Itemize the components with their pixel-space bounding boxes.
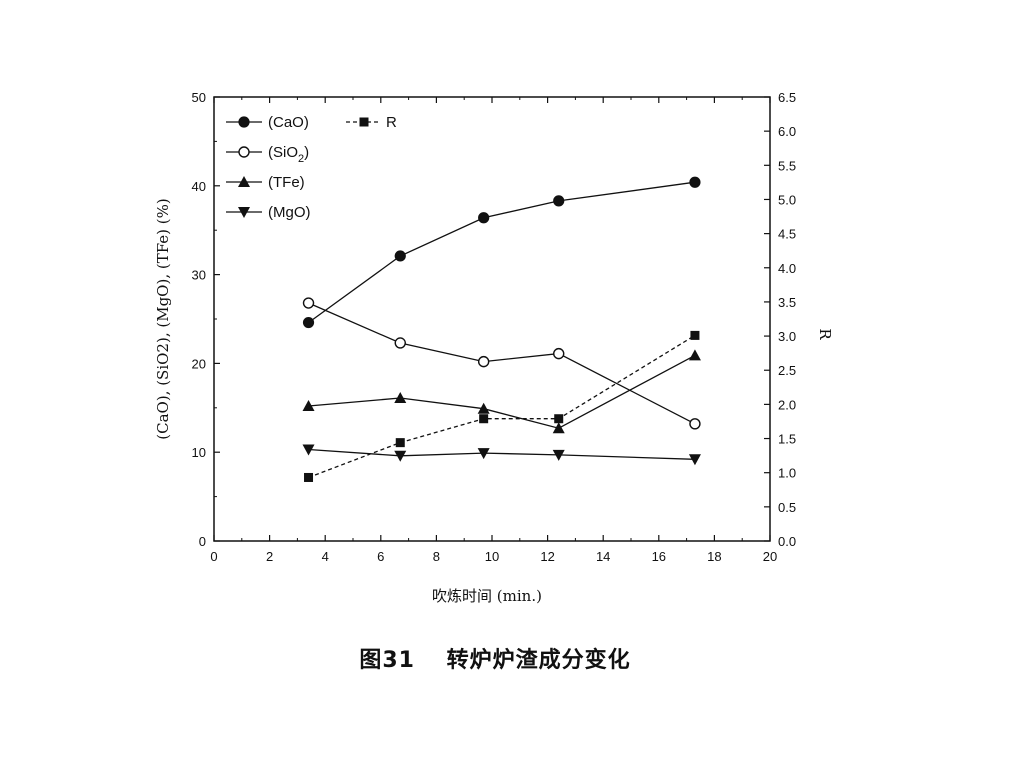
data-point-r [395, 438, 405, 448]
legend-marker [238, 146, 250, 158]
x-tick-label: 8 [433, 549, 440, 564]
data-point-mgo [688, 454, 701, 466]
data-point-tfe [477, 402, 490, 414]
x-tick-label: 2 [266, 549, 273, 564]
data-point-sio2 [302, 297, 315, 309]
series-line-cao [308, 181, 695, 324]
data-point-cao [553, 195, 565, 207]
data-point-sio2 [689, 418, 701, 430]
x-tick-label: 20 [763, 549, 777, 564]
series-line-mgo [308, 448, 695, 460]
y-left-tick-label: 0 [199, 534, 206, 549]
data-point-mgo [394, 450, 407, 462]
x-tick-label: 10 [485, 549, 499, 564]
x-tick-label: 14 [596, 549, 610, 564]
legend-entry [226, 146, 262, 158]
data-point-tfe [394, 392, 407, 404]
legend-label: (SiO2) [268, 144, 309, 165]
y-left-tick-label: 20 [192, 356, 206, 371]
data-point-r [554, 414, 564, 424]
series-cao [302, 176, 701, 329]
data-point-mgo [477, 448, 490, 460]
series-r [304, 330, 700, 482]
y-right-tick-label: 4.5 [778, 227, 796, 242]
legend-entry [226, 116, 262, 128]
y-right-tick-label: 2.0 [778, 397, 796, 412]
series-layer [302, 176, 701, 482]
data-point-cao [394, 250, 406, 262]
data-point-tfe [688, 349, 701, 361]
y-right-tick-label: 0.5 [778, 500, 796, 515]
data-point-cao [689, 176, 701, 188]
y-right-tick-label: 4.0 [778, 261, 796, 276]
data-point-sio2 [477, 355, 490, 368]
data-point-mgo [302, 444, 315, 456]
y-right-tick-label: 3.5 [778, 295, 796, 310]
x-axis-title: 吹炼时间 (min.) [432, 587, 542, 605]
data-point-cao [478, 212, 490, 224]
y-left-tick-label: 40 [192, 179, 206, 194]
legend-marker [238, 116, 250, 128]
data-point-mgo [552, 449, 565, 461]
y-right-tick-label: 6.5 [778, 90, 796, 105]
x-tick-label: 4 [322, 549, 329, 564]
series-line-r [308, 334, 696, 479]
data-point-tfe [302, 400, 315, 412]
data-point-sio2 [553, 347, 565, 360]
legend: (CaO) (SiO2) (TFe) (MgO) R [226, 114, 397, 221]
y-axis-right-title: R [816, 328, 834, 340]
legend-entry [346, 117, 380, 127]
series-line-tfe [308, 354, 696, 429]
y-left-tick-label: 30 [192, 268, 206, 283]
data-point-cao [302, 316, 315, 329]
y-left-tick-label: 50 [192, 90, 206, 105]
figure-caption: 图31 转炉炉渣成分变化 [359, 648, 631, 673]
y-right-tick-label: 5.5 [778, 158, 796, 173]
x-tick-label: 12 [540, 549, 554, 564]
data-point-sio2 [394, 337, 406, 349]
legend-marker [238, 176, 250, 187]
y-right-tick-label: 2.5 [778, 363, 796, 378]
series-tfe [302, 349, 701, 434]
legend-marker [238, 207, 250, 218]
series-sio2 [302, 297, 701, 430]
x-tick-label: 16 [652, 549, 666, 564]
x-tick-label: 18 [707, 549, 721, 564]
y-right-tick-label: 1.5 [778, 432, 796, 447]
x-tick-label: 6 [377, 549, 384, 564]
data-point-r [690, 330, 700, 340]
legend-label: (TFe) [268, 174, 305, 191]
legend-label: (MgO) [268, 204, 311, 221]
legend-entry [226, 176, 262, 187]
tick-marks [213, 96, 771, 542]
data-point-r [479, 414, 489, 424]
y-right-tick-label: 3.0 [778, 329, 796, 344]
y-axis-left-title: (CaO), (SiO2), (MgO), (TFe) (%) [154, 198, 172, 440]
legend-marker [359, 117, 369, 127]
y-right-tick-label: 1.0 [778, 466, 796, 481]
series-mgo [302, 444, 701, 466]
y-right-tick-label: 0.0 [778, 534, 796, 549]
y-left-tick-label: 10 [192, 445, 206, 460]
data-point-r [304, 472, 314, 482]
legend-entry [226, 207, 262, 218]
data-point-tfe [552, 422, 565, 434]
legend-label: R [386, 114, 397, 131]
y-right-tick-label: 6.0 [778, 124, 796, 139]
series-line-sio2 [308, 302, 696, 425]
legend-label: (CaO) [268, 114, 309, 131]
y-right-tick-label: 5.0 [778, 192, 796, 207]
x-tick-label: 0 [210, 549, 217, 564]
